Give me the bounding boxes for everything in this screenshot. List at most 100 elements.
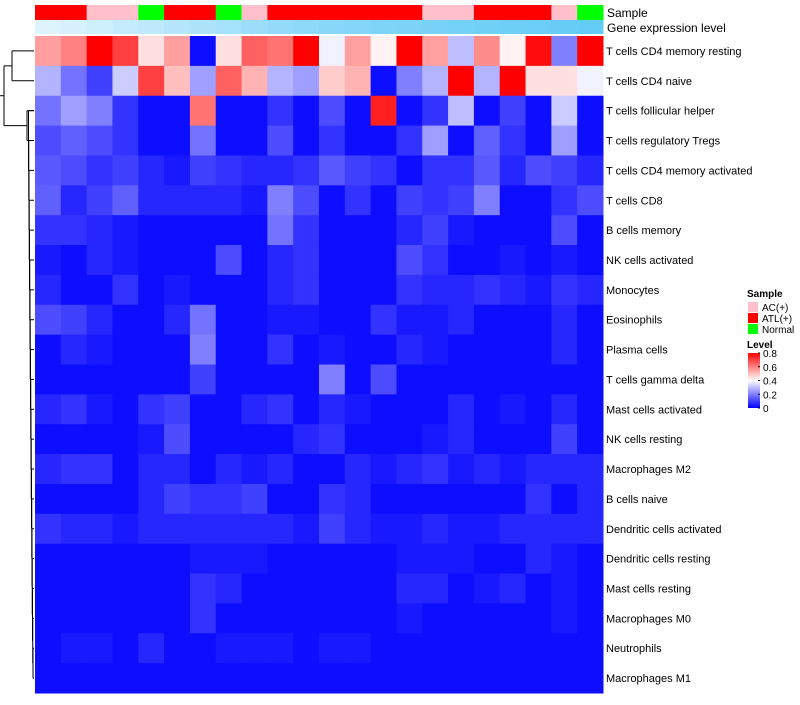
heatmap-cell	[189, 394, 217, 425]
heatmap-cell	[267, 185, 294, 216]
heatmap-cell	[241, 334, 268, 365]
heatmap-cell	[86, 483, 113, 515]
heatmap-cell	[319, 65, 346, 97]
heatmap-cell	[319, 603, 346, 634]
heatmap-cell	[422, 543, 449, 575]
heatmap-cell	[293, 274, 320, 306]
gene-expression-annotation-cell	[525, 20, 552, 34]
heatmap-cell	[473, 334, 501, 365]
heatmap-cell	[499, 513, 527, 545]
heatmap-cell	[396, 95, 423, 127]
heatmap-cell	[138, 364, 165, 395]
heatmap-cell	[35, 274, 62, 306]
heatmap-cell	[422, 663, 449, 694]
heatmap-cell	[86, 603, 113, 634]
row-label: T cells CD4 memory activated	[606, 165, 753, 177]
heatmap-cell	[370, 245, 397, 276]
heatmap-cell	[164, 513, 191, 545]
heatmap-cell	[35, 65, 62, 97]
heatmap-cell	[422, 364, 449, 395]
heatmap-cell	[112, 663, 139, 694]
heatmap-cell	[525, 334, 552, 365]
heatmap-cell	[60, 364, 88, 395]
heatmap-cell	[448, 513, 475, 545]
heatmap-cell	[215, 274, 243, 306]
heatmap-cell	[215, 513, 243, 545]
heatmap-cell	[551, 364, 578, 395]
heatmap-cell	[473, 304, 501, 336]
level-legend-tick-label: 0.6	[763, 363, 777, 374]
heatmap-cell	[525, 543, 552, 575]
heatmap-cell	[525, 65, 552, 97]
heatmap-cell	[241, 424, 268, 455]
heatmap-cell	[499, 424, 527, 455]
heatmap-cell	[138, 185, 165, 216]
heatmap-cell	[319, 304, 346, 336]
heatmap-cell	[164, 95, 191, 127]
heatmap-cell	[577, 185, 604, 216]
heatmap-cell	[344, 155, 372, 186]
heatmap-cell	[241, 633, 268, 664]
heatmap-cell	[473, 633, 501, 664]
heatmap-cell	[319, 364, 346, 395]
heatmap-cell	[577, 513, 604, 545]
heatmap-cell	[86, 573, 113, 604]
heatmap-cell	[551, 483, 578, 515]
heatmap-cell	[189, 513, 217, 545]
heatmap-cell	[138, 334, 165, 365]
heatmap-cell	[164, 424, 191, 455]
heatmap-cell	[448, 95, 475, 127]
sample-legend-title: Sample	[747, 289, 783, 300]
heatmap-cell	[448, 663, 475, 694]
heatmap-cell	[164, 334, 191, 365]
heatmap-cell	[86, 334, 113, 365]
sample-annotation-cell	[577, 5, 604, 20]
heatmap-cell	[189, 364, 217, 395]
sample-annotation-cell	[241, 5, 268, 20]
heatmap-cell	[422, 334, 449, 365]
heatmap-cell	[35, 364, 62, 395]
heatmap-cell	[60, 65, 88, 97]
heatmap-cell	[60, 304, 88, 336]
heatmap-cell	[422, 513, 449, 545]
heatmap-cell	[577, 304, 604, 336]
heatmap-cell	[551, 245, 578, 276]
heatmap-cell	[577, 573, 604, 604]
heatmap-cell	[525, 155, 552, 186]
heatmap-cell	[189, 155, 217, 186]
heatmap-cell	[473, 185, 501, 216]
heatmap-cell	[448, 215, 475, 246]
sample-annotation-cell	[525, 5, 552, 20]
heatmap-cell	[370, 663, 397, 694]
row-label: Monocytes	[606, 285, 660, 297]
heatmap-cell	[499, 603, 527, 634]
heatmap-cell	[138, 215, 165, 246]
heatmap-cell	[370, 364, 397, 395]
heatmap-cell	[112, 36, 139, 67]
heatmap-cell	[189, 454, 217, 485]
heatmap-cell	[293, 424, 320, 455]
heatmap-cell	[499, 95, 527, 127]
heatmap-cell	[370, 454, 397, 485]
sample-annotation-cell	[422, 5, 449, 20]
heatmap-cell	[370, 483, 397, 515]
row-label: Eosinophils	[606, 315, 663, 327]
heatmap-cell	[525, 274, 552, 306]
heatmap-cell	[215, 364, 243, 395]
heatmap-cell	[551, 125, 578, 156]
heatmap-cell	[60, 245, 88, 276]
heatmap-cell	[473, 65, 501, 97]
heatmap-cell	[164, 573, 191, 604]
level-colorbar	[748, 353, 760, 408]
heatmap-cell	[60, 603, 88, 634]
heatmap-cell	[189, 334, 217, 365]
heatmap-cell	[86, 125, 113, 156]
heatmap-cell	[215, 185, 243, 216]
heatmap-cell	[164, 65, 191, 97]
heatmap-cell	[138, 95, 165, 127]
row-label: Neutrophils	[606, 643, 662, 655]
heatmap-cell	[551, 573, 578, 604]
heatmap-cell	[499, 483, 527, 515]
row-label: T cells CD4 memory resting	[606, 46, 742, 58]
heatmap-cell	[35, 334, 62, 365]
